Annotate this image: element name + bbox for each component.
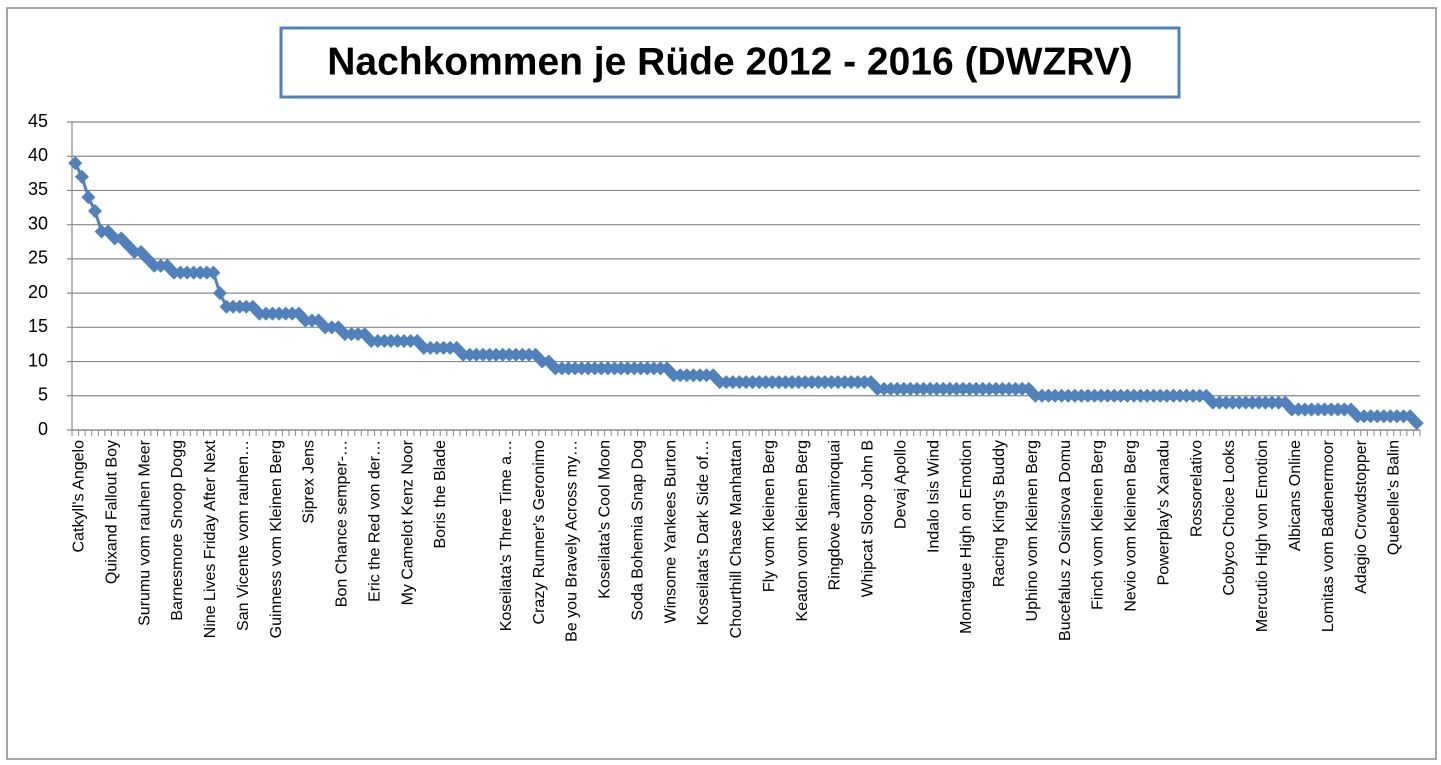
x-tick-label: Quebelle's Balin [1386, 440, 1403, 555]
y-tick-label: 15 [28, 316, 48, 336]
marker [1409, 416, 1424, 431]
x-tick-label: Eric the Red von der… [366, 440, 383, 602]
x-tick-label: Soda Bohemia Snap Dog [629, 440, 646, 621]
x-tick-label: Koseilata's Dark Side of… [695, 440, 712, 625]
x-tick-label: Finch vom Kleinen Berg [1090, 440, 1107, 610]
x-tick-label: Siprex Jens [301, 440, 318, 524]
x-tick-label: Catkyll's Angelo [71, 440, 88, 553]
marker [88, 203, 103, 218]
marker [212, 286, 227, 301]
marker [81, 190, 96, 205]
marker [74, 169, 89, 184]
x-tick-label: Uphino vom Kleinen Berg [1024, 440, 1041, 621]
y-tick-label: 20 [28, 282, 48, 302]
y-tick-label: 10 [28, 350, 48, 370]
x-tick-label: Crazy Runner's Geronimo [531, 440, 548, 625]
x-tick-label: Ringdove Jamiroquai [827, 440, 844, 590]
x-tick-label: Quixand Fallout Boy [103, 440, 120, 584]
x-tick-label: Be you Bravely Across my… [564, 440, 581, 642]
marker [206, 265, 221, 280]
y-tick-label: 5 [38, 385, 48, 405]
x-tick-label: Rossorelativo [1188, 440, 1205, 537]
x-tick-label: Surumu vom rauhen Meer [136, 439, 153, 626]
marker [114, 231, 129, 246]
x-tick-label: Whipcat Sloop John B [860, 440, 877, 597]
x-tick-label: Guinness vom Kleinen Berg [268, 440, 285, 638]
x-tick-label: Barnesmore Snoop Dogg [169, 440, 186, 621]
y-tick-label: 40 [28, 145, 48, 165]
y-tick-label: 35 [28, 179, 48, 199]
x-tick-label: Powerplay's Xanadu [1155, 440, 1172, 585]
y-tick-label: 25 [28, 248, 48, 268]
x-tick-label: My Camelot Kenz Noor [399, 439, 416, 605]
y-tick-label: 0 [38, 419, 48, 439]
x-tick-label: Koseilata's Cool Moon [597, 440, 614, 599]
x-tick-label: Mercutio High von Emotion [1254, 440, 1271, 632]
x-tick-label: Montague High on Emotion [958, 440, 975, 634]
x-tick-label: Bucefalus z Osirisova Domu [1057, 440, 1074, 641]
x-tick-label: Nine Lives Friday After Next [202, 439, 219, 638]
y-tick-label: 45 [28, 111, 48, 131]
x-tick-label: Nevio vom Kleinen Berg [1123, 440, 1140, 612]
x-tick-label: Fly vom Kleinen Berg [761, 440, 778, 592]
x-tick-label: Winsome Yankees Burton [662, 440, 679, 624]
x-tick-label: Cobyco Choice Looks [1221, 440, 1238, 596]
marker [68, 156, 83, 171]
chart-title: Nachkommen je Rüde 2012 - 2016 (DWZRV) [327, 40, 1133, 83]
x-tick-label: Keaton vom Kleinen Berg [794, 440, 811, 621]
x-tick-label: Indalo Isis Wind [925, 440, 942, 553]
x-tick-label: San Vicente vom rauhen… [235, 440, 252, 631]
x-tick-label: Adagio Crowdstopper [1353, 439, 1370, 594]
title-box [279, 26, 1181, 99]
y-tick-label: 30 [28, 213, 48, 233]
x-tick-label: Lomitas vom Badenermoor [1320, 439, 1337, 632]
x-tick-label: Bon Chance semper-… [334, 440, 351, 607]
x-tick-label: Racing King's Buddy [991, 440, 1008, 587]
x-tick-label: Devaj Apollo [892, 440, 909, 529]
x-tick-label: Chourthill Chase Manhattan [728, 440, 745, 638]
x-tick-label: Koseilata's Three Time a… [498, 440, 515, 631]
x-tick-label: Boris the Blade [432, 440, 449, 549]
x-tick-label: Albicans Online [1287, 440, 1304, 551]
